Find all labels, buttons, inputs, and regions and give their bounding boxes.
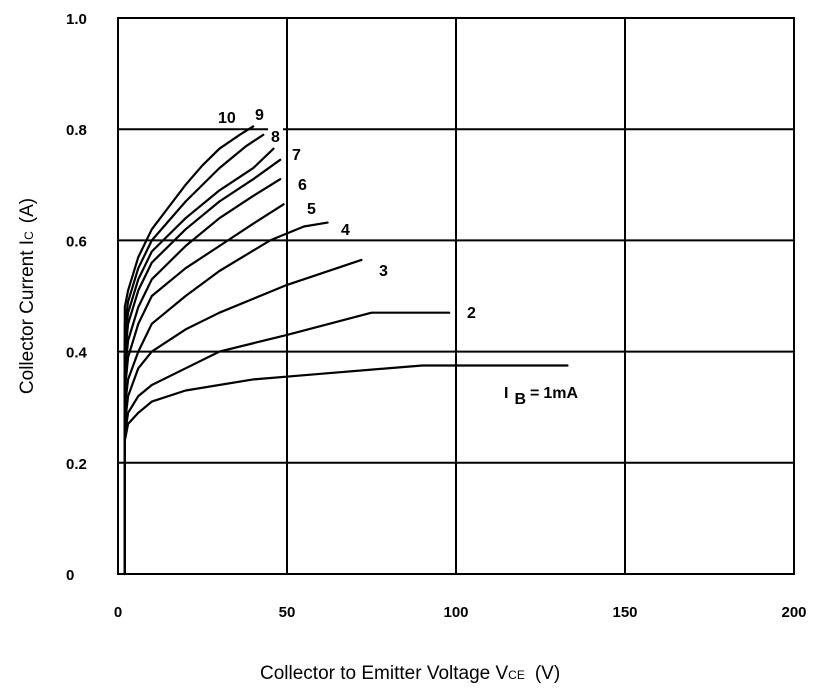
curve-label-bg bbox=[268, 128, 283, 146]
curve-label-bg bbox=[338, 221, 353, 239]
curve-label-bg bbox=[215, 109, 239, 127]
x-axis-title: Collector to Emitter Voltage VCE (V) bbox=[260, 663, 560, 684]
curve-label-bg bbox=[304, 200, 319, 218]
curve-label-9: 9 bbox=[255, 107, 264, 124]
curve-ib-10 bbox=[123, 125, 255, 576]
y-tick-label: 0 bbox=[66, 567, 74, 584]
curve-label-7: 7 bbox=[292, 147, 301, 164]
curve-ib-1ma bbox=[123, 364, 569, 576]
y-tick-label: 0.6 bbox=[66, 233, 87, 250]
curve-labels: I B = 1mA 2 3 4 56 789 10 bbox=[215, 106, 578, 408]
plot-frame bbox=[117, 17, 795, 575]
curve-label-bg bbox=[252, 106, 267, 124]
curve-label-bg bbox=[464, 304, 479, 322]
x-tick-labels: 0 50 100 150 200 bbox=[114, 604, 807, 621]
x-tick-label: 50 bbox=[279, 604, 296, 621]
curve-ib-4 bbox=[123, 221, 329, 576]
y-tick-label: 0.2 bbox=[66, 456, 87, 473]
curve-label-5: 5 bbox=[307, 201, 316, 218]
curve-label-bg bbox=[289, 146, 304, 164]
x-tick-label: 200 bbox=[781, 604, 806, 621]
y-tick-label: 1.0 bbox=[66, 11, 87, 28]
curve-label-bg bbox=[295, 176, 310, 194]
curve-ib-2 bbox=[123, 311, 451, 576]
grid-lines bbox=[118, 18, 794, 574]
curve-label-4: 4 bbox=[341, 222, 350, 239]
curve-label-10: 10 bbox=[218, 110, 236, 127]
curve-ib-3 bbox=[123, 258, 363, 576]
curve-label-ib: I B = 1mA bbox=[504, 385, 578, 408]
x-tick-label: 0 bbox=[114, 604, 122, 621]
curve-label-6: 6 bbox=[298, 177, 307, 194]
curve-label-8: 8 bbox=[271, 129, 280, 146]
x-tick-label: 150 bbox=[612, 604, 637, 621]
y-tick-label: 0.8 bbox=[66, 122, 87, 139]
y-tick-labels: 0 0.2 0.4 0.6 0.8 1.0 bbox=[66, 11, 88, 584]
ic-vce-curves bbox=[123, 125, 569, 576]
curve-label-bg bbox=[376, 262, 391, 280]
curve-ib-9 bbox=[123, 133, 265, 576]
y-axis-title: Collector Current IC(A) bbox=[17, 198, 38, 394]
curve-label-2: 2 bbox=[467, 305, 476, 322]
curve-label-3: 3 bbox=[379, 263, 388, 280]
y-tick-label: 0.4 bbox=[66, 345, 88, 362]
x-tick-label: 100 bbox=[443, 604, 468, 621]
